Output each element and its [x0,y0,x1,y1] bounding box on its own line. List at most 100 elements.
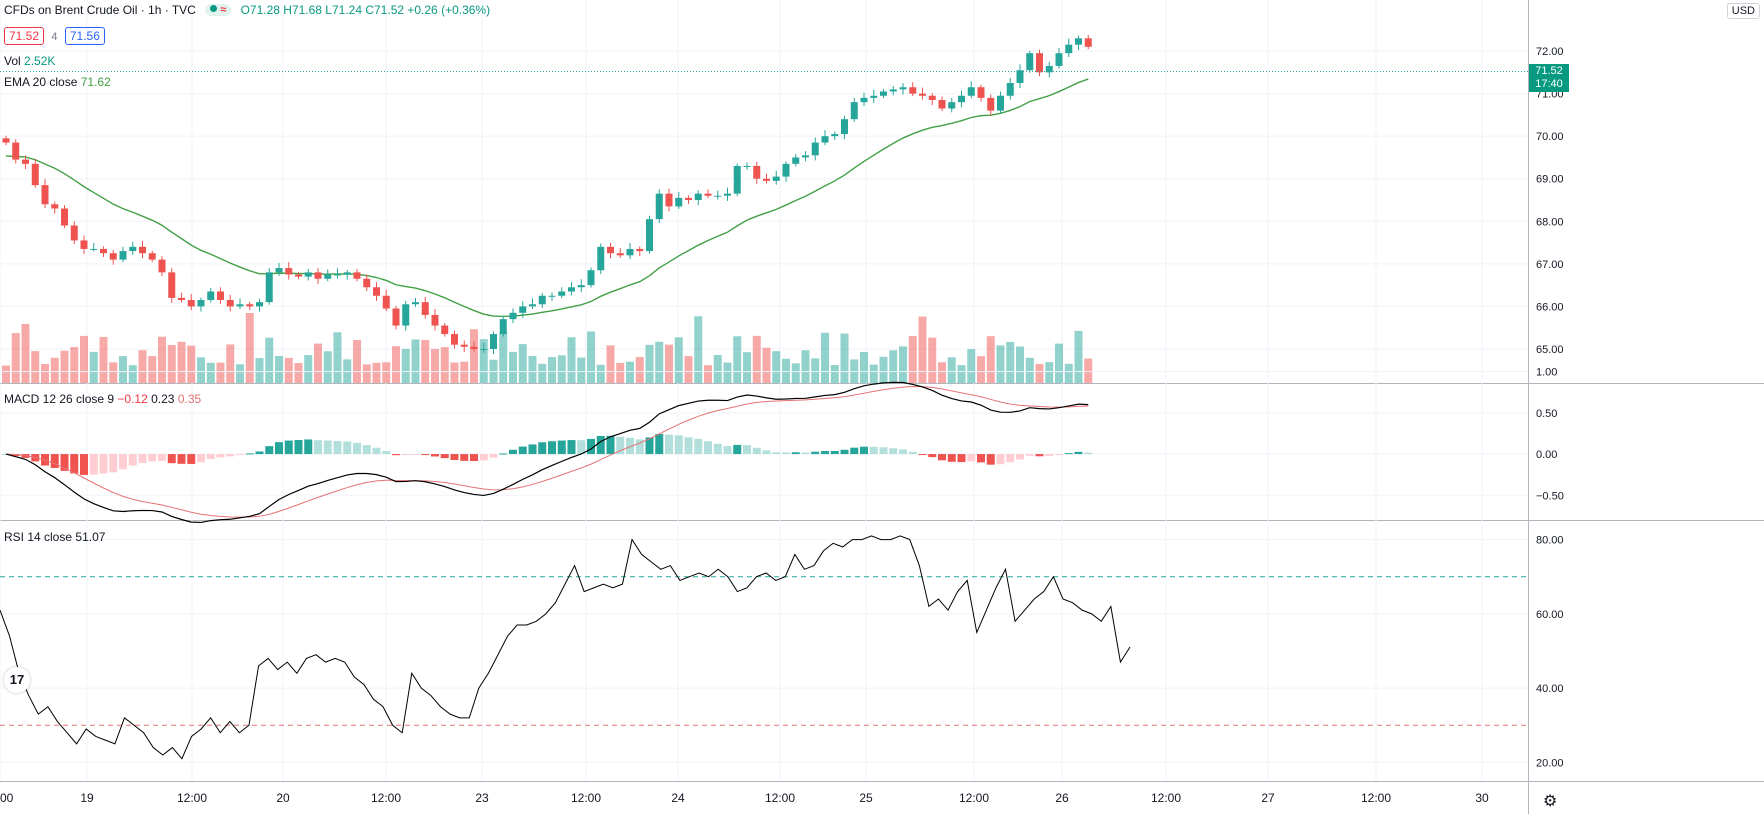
candle-body [704,193,712,196]
volume-bar [977,356,985,383]
volume-bar [879,356,888,383]
settings-gear-icon[interactable]: ⚙ [1543,793,1558,810]
tradingview-logo[interactable]: 17 [4,667,30,693]
volume-bar [938,362,946,383]
volume-bar [21,323,30,383]
macd-signal-value: 0.35 [177,392,202,406]
time-tick-label: 25 [859,791,873,805]
macd-histogram-bar [665,434,673,455]
volume-bar [752,335,761,383]
candle-body [919,93,926,96]
macd-histogram-bar [801,452,810,455]
macd-histogram-bar [791,452,800,455]
volume-label: Vol [4,54,21,68]
macd-histogram-bar [596,435,605,455]
candle-body [1016,70,1024,83]
candle-body [324,274,332,279]
candle-body [226,300,234,307]
rsi-label: RSI 14 close [4,530,73,544]
candle-body [402,304,410,326]
candle-body [792,157,800,164]
price-tick-label: 72.00 [1536,46,1564,58]
volume-bar [869,364,878,383]
macd-histogram-bar [986,454,995,465]
price-tick-label: 65.00 [1536,344,1564,356]
macd-histogram-bar [265,446,274,455]
ema-label: EMA 20 close [4,75,78,89]
macd-histogram-bar [713,443,722,455]
candle-body [373,287,380,296]
macd-histogram-bar [528,444,537,455]
macd-histogram-bar [1055,454,1063,456]
volume-bar [372,362,381,383]
rsi-legend[interactable]: RSI 14 close 51.07 [4,530,105,544]
macd-histogram-bar [723,446,732,455]
volume-bar [772,351,781,383]
candle-body [275,268,283,273]
macd-histogram-bar [684,437,693,455]
candle-body [412,302,419,305]
candle-body [909,87,917,94]
volume-bar [606,345,615,383]
ema-value: 71.62 [80,75,111,89]
ema-legend[interactable]: EMA 20 close 71.62 [4,75,111,89]
macd-histogram-bar [606,435,615,455]
macd-histogram-bar [450,454,459,461]
candle-body [431,314,439,326]
candle-body [548,295,556,297]
time-tick-label: 27 [1261,791,1275,805]
macd-histogram-bar [226,454,235,457]
candle-body [343,272,351,275]
macd-histogram-bar [908,451,917,455]
candle-body [821,136,829,143]
volume-bar [782,358,790,383]
volume-bar [421,339,430,383]
ohlc-values: O71.28 H71.68 L71.24 C71.52 +0.26 (+0.36… [240,3,491,17]
volume-bar [704,365,712,383]
buy-button[interactable]: 71.56 [64,27,105,45]
macd-histogram-bar [304,439,313,455]
volume-bar [986,336,995,383]
volume-bar [236,364,244,383]
candle-body [529,304,536,307]
macd-histogram-bar [275,442,283,455]
candle-body [187,300,195,307]
rsi-tick-label: 60.00 [1536,609,1564,621]
macd-histogram-bar [343,441,352,455]
macd-histogram-bar [850,447,859,455]
volume-bar [216,362,225,383]
rsi-value: 51.07 [75,530,106,544]
candle-body [1084,38,1092,47]
volume-bar [479,339,488,383]
candle-body [889,89,897,92]
macd-legend[interactable]: MACD 12 26 close 9 −0.12 0.23 0.35 [4,392,201,406]
volume-bar [538,363,547,383]
candle-body [207,291,215,301]
macd-histogram-bar [733,444,742,455]
sell-button[interactable]: 71.52 [4,27,45,45]
macd-histogram-bar [918,454,927,456]
macd-histogram-bar [119,454,127,470]
candle-body [577,285,585,288]
macd-histogram-bar [899,449,907,455]
volume-bar [801,350,810,383]
last-price-tag: 71.52 17:40 [1529,64,1569,92]
candle-body [860,97,868,103]
volume-bar [1074,330,1083,383]
macd-histogram-bar [109,454,118,473]
macd-histogram-bar [314,440,322,455]
macd-histogram-bar [635,439,644,455]
volume-bar [694,316,703,383]
volume-bar [31,351,40,383]
candle-body [743,165,751,167]
market-status-pill[interactable]: ≈ [205,4,232,16]
last-price: 71.52 [1535,65,1563,77]
volume-legend[interactable]: Vol 2.52K [4,54,55,68]
candle-body [12,142,20,160]
volume-bar [255,358,264,383]
volume-bar [967,349,976,383]
macd-tick-label: −0.50 [1536,490,1564,502]
currency-selector[interactable]: USD [1726,3,1760,19]
candle-body [655,193,663,220]
